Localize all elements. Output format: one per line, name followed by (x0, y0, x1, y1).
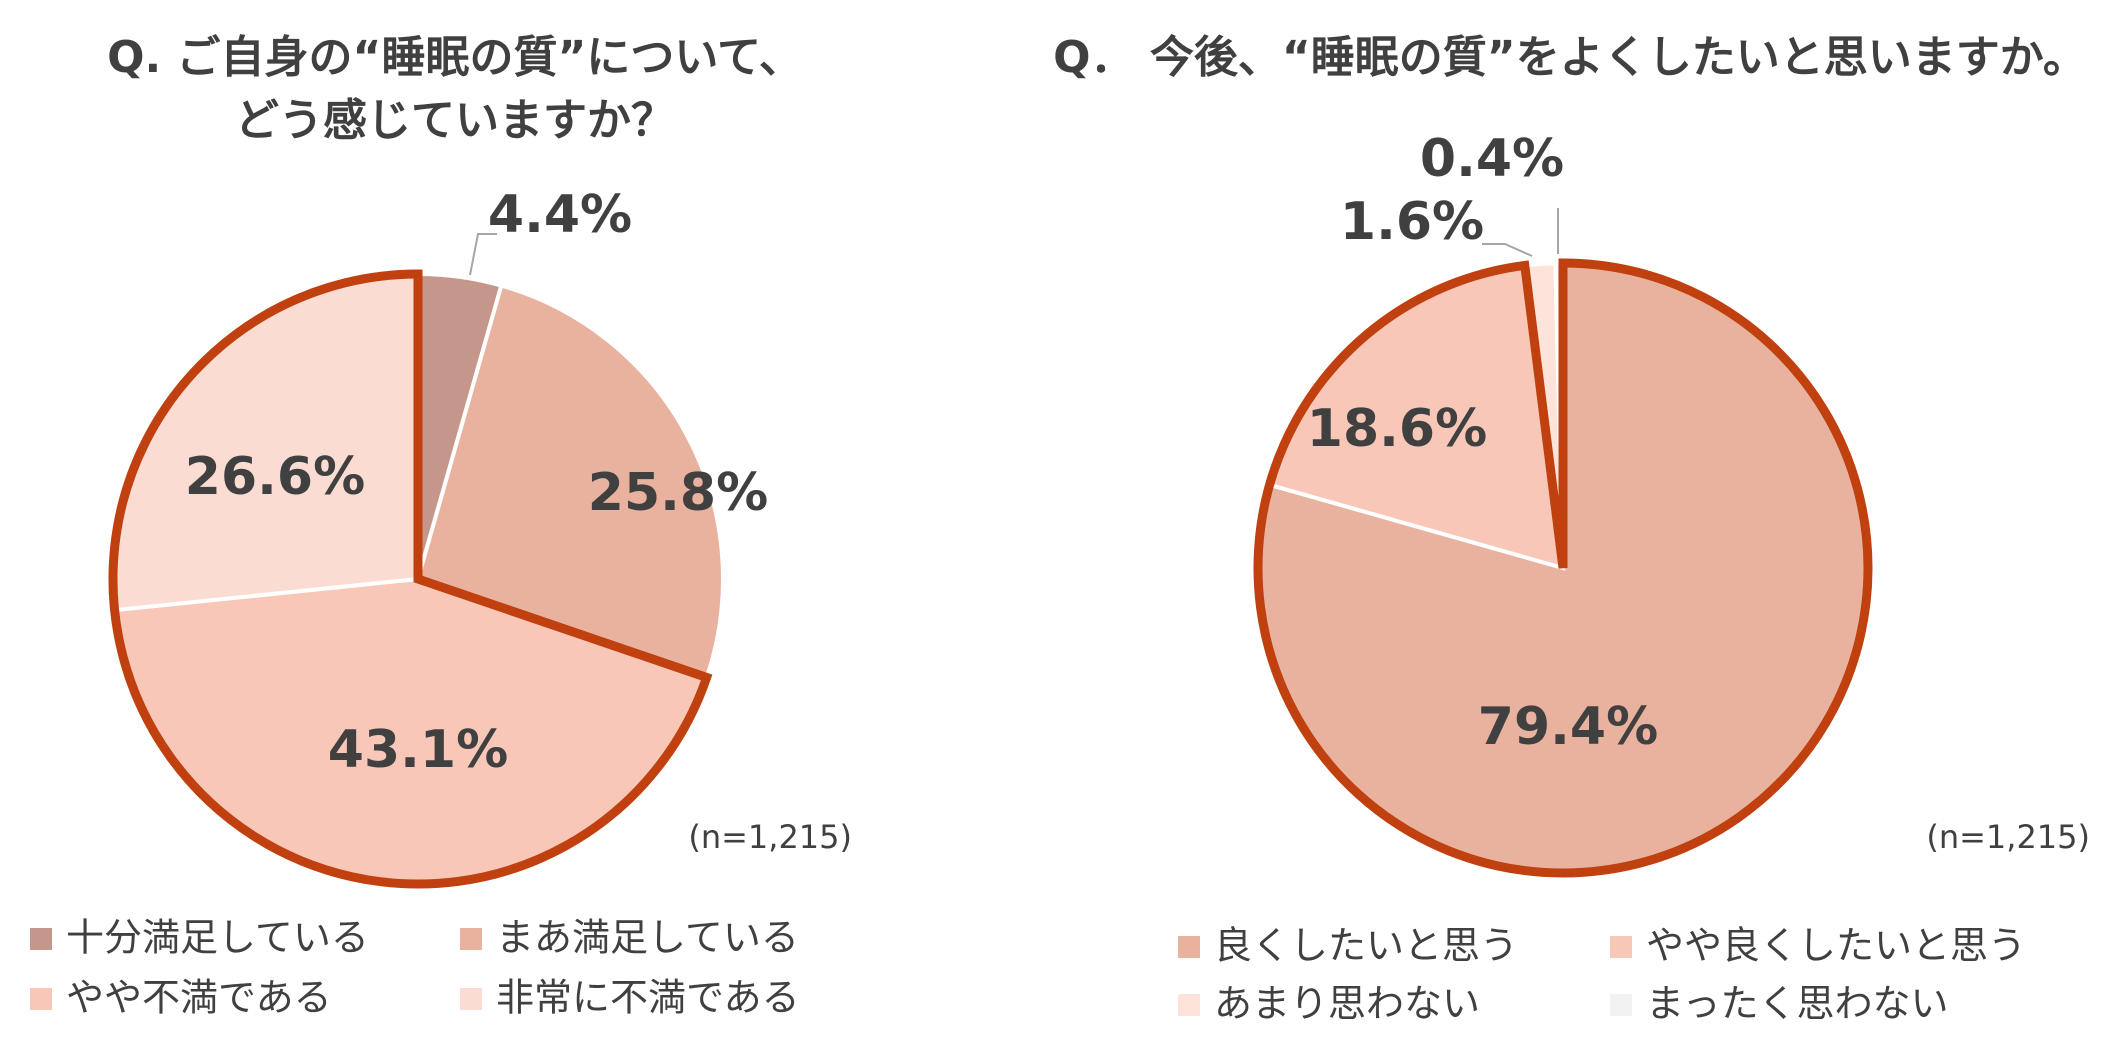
chart1-legend-label-1: 十分満足している (66, 916, 369, 960)
chart2-legend-label-3: あまり思わない (1214, 982, 1480, 1026)
chart1-data-label-4: 26.6% (185, 447, 365, 507)
chart2-data-label-2: 18.6% (1307, 399, 1487, 459)
chart2-legend-label-4: まったく思わない (1646, 982, 1948, 1026)
chart1-legend-swatch-2 (460, 928, 482, 950)
chart2-legend-label-2: やや良くしたいと思う (1646, 924, 2026, 968)
chart1-title-line2: どう感じていますか？ (235, 95, 675, 146)
chart1-legend-swatch-3 (30, 988, 52, 1010)
chart1-legend-label-4: 非常に不満である (496, 976, 800, 1020)
chart1-data-label-3: 43.1% (328, 720, 508, 780)
chart1-slice-4 (111, 271, 420, 613)
chart2-data-label-1: 79.4% (1478, 697, 1658, 757)
chart2-sample-size: (n=1,215) (1926, 818, 2090, 856)
chart1-legend-swatch-4 (460, 988, 482, 1010)
chart2-data-label-4: 0.4% (1420, 129, 1564, 189)
chart2-legend-swatch-1 (1178, 936, 1200, 958)
chart1-slice-2 (415, 283, 725, 680)
chart2-pie: 79.4% 18.6% 1.6%0.4% (1253, 129, 1873, 878)
chart1-pie: 4.4% 25.8% 43.1% 26.6% (108, 185, 768, 889)
chart2-title-line1: Q． 今後、“睡眠の質”をよくしたいと思いますか。 (1053, 32, 2087, 83)
chart2-legend-swatch-4 (1610, 994, 1632, 1016)
chart2-legend-swatch-3 (1178, 994, 1200, 1016)
chart2-legend-label-1: 良くしたいと思う (1214, 924, 1518, 968)
chart1-legend-label-3: やや不満である (66, 976, 332, 1020)
chart2-data-label-3: 1.6% (1340, 192, 1484, 252)
chart1-title-line1: Q. ご自身の“睡眠の質”について、 (107, 32, 803, 83)
chart1-sample-size: (n=1,215) (688, 818, 852, 856)
chart2-leader-line-3 (1482, 243, 1533, 257)
chart1-data-label-2: 25.8% (588, 463, 768, 523)
chart1-data-label-1: 4.4% (488, 185, 632, 245)
chart1-legend-swatch-1 (30, 928, 52, 950)
chart1-highlight-outline (108, 269, 713, 889)
chart2-highlight-outline (1253, 258, 1873, 878)
chart2-legend-swatch-2 (1610, 936, 1632, 958)
chart1-legend-label-2: まあ満足している (496, 916, 799, 960)
chart1-leader-line-1 (469, 233, 497, 276)
